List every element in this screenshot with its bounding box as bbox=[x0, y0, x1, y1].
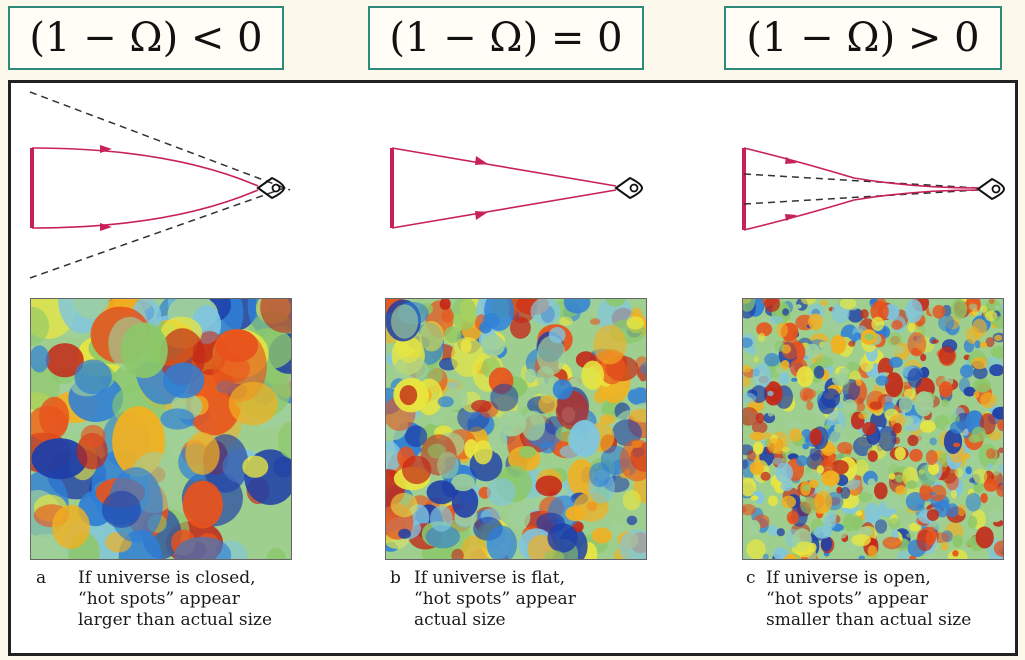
eye-icon bbox=[614, 176, 644, 200]
caption-line: If universe is closed, bbox=[78, 568, 256, 588]
cmb-map-image bbox=[386, 299, 646, 559]
arrowhead bbox=[100, 145, 112, 153]
label-flat: (1 − Ω) = 0 bbox=[368, 6, 644, 70]
light-ray-lower bbox=[31, 189, 259, 229]
dashed-ray-lower bbox=[29, 185, 291, 279]
ray-diagram-closed bbox=[29, 91, 291, 279]
eye-icon bbox=[976, 177, 1006, 201]
cmb-map-image bbox=[743, 299, 1003, 559]
caption-line: If universe is open, bbox=[766, 568, 931, 588]
caption-line: larger than actual size bbox=[78, 610, 273, 630]
caption-line: “hot spots” appear bbox=[766, 589, 928, 609]
caption-line: “hot spots” appear bbox=[414, 589, 576, 609]
light-ray-upper bbox=[31, 147, 259, 187]
cmb-map-flat bbox=[385, 298, 647, 560]
caption-line: “hot spots” appear bbox=[78, 589, 240, 609]
light-ray-lower bbox=[743, 189, 979, 231]
dashed-ray-upper bbox=[743, 173, 979, 189]
cmb-map-closed bbox=[30, 298, 292, 560]
arrowhead bbox=[475, 211, 488, 220]
caption-letter: c bbox=[746, 568, 756, 588]
arrowhead bbox=[785, 214, 797, 221]
label-open: (1 − Ω) > 0 bbox=[724, 6, 1002, 70]
label-closed: (1 − Ω) < 0 bbox=[8, 6, 284, 70]
dashed-ray-upper bbox=[29, 91, 291, 191]
ray-diagram-open bbox=[742, 147, 1006, 231]
arrowhead bbox=[785, 157, 797, 164]
eye-icon bbox=[256, 176, 286, 200]
arrowhead bbox=[100, 223, 112, 231]
caption-line: If universe is flat, bbox=[414, 568, 565, 588]
cmb-map-open bbox=[742, 298, 1004, 560]
cmb-map-image bbox=[31, 299, 291, 559]
light-ray-upper bbox=[743, 147, 979, 189]
light-ray-lower bbox=[391, 189, 617, 229]
dashed-ray-lower bbox=[743, 189, 979, 205]
caption-line: actual size bbox=[414, 610, 506, 630]
caption-letter: b bbox=[390, 568, 401, 588]
ray-diagram-flat bbox=[390, 147, 644, 229]
light-ray-upper bbox=[391, 147, 617, 187]
caption-letter: a bbox=[36, 568, 47, 588]
caption-line: smaller than actual size bbox=[766, 610, 972, 630]
arrowhead bbox=[475, 156, 488, 165]
